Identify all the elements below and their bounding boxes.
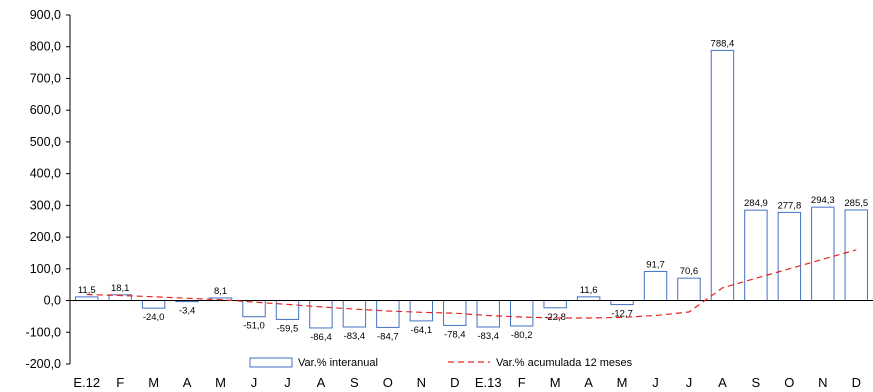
data-label: 788,4 — [711, 38, 735, 49]
x-tick-label: A — [317, 375, 326, 390]
bar — [75, 296, 99, 302]
y-tick-label: 100,0 — [30, 262, 61, 276]
y-tick-label: -100,0 — [26, 325, 61, 339]
x-tick-label: O — [383, 375, 393, 390]
data-label: -80,2 — [511, 330, 533, 341]
x-tick-label: M — [617, 375, 628, 390]
y-tick-label: 900,0 — [30, 8, 61, 22]
bar — [409, 300, 434, 322]
x-tick-label: J — [652, 375, 659, 390]
x-tick-label: S — [752, 375, 761, 390]
x-tick-label: J — [251, 375, 258, 390]
x-tick-label: E.13 — [475, 375, 502, 390]
x-tick-label: A — [584, 375, 593, 390]
bar — [777, 211, 802, 302]
y-axis: -200,0 -100,0 0,0 100,0 200,0 300,0 400,0 500,0… — [26, 8, 71, 371]
legend-line-label: Var.% acumulada 12 meses — [496, 357, 633, 369]
x-tick-label: S — [350, 375, 359, 390]
bar — [476, 300, 500, 328]
data-label: 277,8 — [777, 200, 801, 211]
x-tick-label: J — [284, 375, 291, 390]
bar — [844, 209, 868, 302]
data-label: -12,7 — [611, 309, 633, 320]
y-tick-label: 600,0 — [30, 103, 61, 117]
bar — [811, 206, 835, 302]
data-label: -86,4 — [310, 332, 332, 343]
bar — [141, 300, 166, 309]
legend-bar-label: Var.% interanual — [298, 357, 378, 369]
data-label: -51,0 — [243, 321, 265, 332]
x-tick-label: J — [686, 375, 693, 390]
x-tick-label: D — [852, 375, 861, 390]
data-label: 11,5 — [78, 285, 96, 296]
data-label: 284,9 — [744, 198, 768, 209]
x-tick-label: A — [718, 375, 727, 390]
bar — [376, 300, 400, 328]
data-labels: 11,5 18,1 -24,0 -3,4 8,1 -51,0 -59,5 -86,4 -83,4… — [78, 38, 868, 343]
bar — [744, 209, 768, 302]
data-label: 285,5 — [844, 198, 868, 209]
x-tick-label: N — [818, 375, 827, 390]
data-label: -59,5 — [277, 323, 299, 334]
x-tick-label: E.12 — [73, 375, 100, 390]
data-label: 18,1 — [111, 283, 130, 294]
line-series — [86, 249, 857, 319]
data-label: -22,8 — [544, 312, 566, 323]
y-tick-label: 500,0 — [30, 135, 61, 149]
y-tick-label: 200,0 — [30, 230, 61, 244]
bar — [576, 296, 601, 302]
data-label: -83,4 — [344, 331, 366, 342]
y-tick-label: 0,0 — [44, 294, 61, 308]
data-label: -24,0 — [143, 312, 165, 323]
bar — [643, 270, 668, 302]
x-axis: E.12 F M A M J J A S O N D E.13 F M A M J J A S O N D — [73, 375, 861, 390]
x-tick-label: M — [550, 375, 561, 390]
y-tick-label: 400,0 — [30, 167, 61, 181]
x-tick-label: O — [784, 375, 794, 390]
x-tick-label: M — [215, 375, 226, 390]
y-tick-label: 700,0 — [30, 71, 61, 85]
y-tick-label: 800,0 — [30, 40, 61, 54]
data-label: 8,1 — [214, 286, 227, 297]
x-tick-label: M — [148, 375, 159, 390]
x-tick-label: F — [518, 375, 526, 390]
bar-series — [70, 49, 873, 329]
x-tick-label: F — [116, 375, 124, 390]
data-label: -64,1 — [410, 325, 432, 336]
bar — [509, 300, 534, 327]
line-series-path — [86, 249, 857, 319]
data-label: 70,6 — [680, 266, 699, 277]
data-label: -83,4 — [477, 331, 499, 342]
y-tick-label: -200,0 — [26, 357, 61, 371]
data-label: -3,4 — [179, 306, 195, 317]
bar — [342, 300, 367, 328]
x-tick-label: D — [450, 375, 459, 390]
y-tick-label: 300,0 — [30, 198, 61, 212]
data-label: 294,3 — [811, 195, 835, 206]
bar — [610, 300, 634, 306]
x-tick-label: N — [417, 375, 426, 390]
bar — [543, 300, 567, 309]
bar — [309, 300, 333, 329]
legend-bar-swatch — [249, 357, 293, 368]
x-tick-label: A — [183, 375, 192, 390]
bar — [677, 277, 701, 302]
legend: Var.% interanual Var.% acumulada 12 mese… — [249, 357, 633, 369]
data-label: -84,7 — [377, 331, 399, 342]
data-label: -78,4 — [444, 329, 466, 340]
bar — [710, 49, 735, 302]
data-label: 11,6 — [580, 285, 598, 296]
data-label: 91,7 — [646, 259, 665, 270]
